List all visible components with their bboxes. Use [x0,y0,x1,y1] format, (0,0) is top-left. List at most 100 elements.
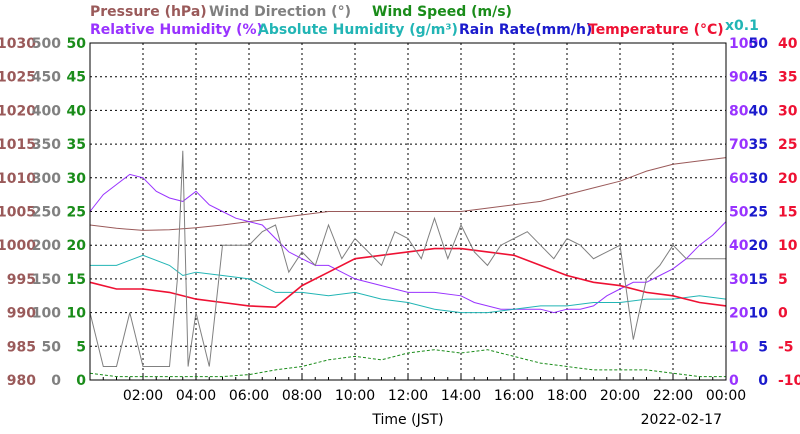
plot-frame [89,42,727,381]
wind-direction-tick-label: 200 [32,238,61,254]
pressure-tick-label: 980 [7,373,36,389]
x-tick-label: 18:00 [547,388,587,404]
rain-rate-tick-label: 10 [749,306,769,322]
rain-rate-tick-label: 35 [749,137,768,153]
temperature-tick-label: 15 [778,205,797,221]
relative-humidity-tick-label: 70 [729,137,749,153]
wind-direction-tick-label: 500 [32,36,61,52]
pressure-tick-label: 1015 [0,137,36,153]
wind-direction-tick-label: 150 [32,272,61,288]
temperature-tick-label: 25 [778,137,797,153]
x-tick-label: 04:00 [176,388,216,404]
temperature-tick-label: -10 [778,373,800,389]
x-tick-label: 00:00 [706,388,746,404]
legend-rain-rate: Rain Rate(mm/h) [459,22,592,38]
series [89,150,727,378]
rain-rate-tick-label: 15 [749,272,768,288]
wind-direction-tick-label: 100 [32,306,61,322]
wind-speed-tick-label: 35 [67,137,86,153]
temperature-tick-label: 5 [778,272,788,288]
pressure-tick-label: 990 [7,306,36,322]
wind-speed-tick-label: 15 [67,272,86,288]
x-tick-label: 06:00 [229,388,269,404]
pressure-tick-label: 995 [7,272,36,288]
axes: 02:00 04:00 06:00 08:00 10:00 12:00 14:00 16:00… [0,36,800,404]
pressure-tick-label: 1010 [0,171,36,187]
pressure-tick-label: 1025 [0,70,36,86]
temperature-tick-label: -5 [778,339,794,355]
rain-rate-tick-label: 5 [758,339,768,355]
pressure-tick-label: 1030 [0,36,36,52]
relative-humidity-tick-label: 30 [729,272,749,288]
relative-humidity-tick-label: 80 [729,103,749,119]
relative-humidity-tick-label: 40 [729,238,749,254]
absolute-humidity-scale-note: x0.1 [725,18,759,34]
series-line-wind-direction [89,150,726,367]
wind-speed-tick-label: 25 [67,205,86,221]
x-tick-label: 10:00 [335,388,375,404]
legend-relative-humidity: Relative Humidity (%) [90,22,263,38]
grid [90,43,726,380]
series-line-absolute-humidity [90,254,727,314]
wind-speed-tick-label: 10 [67,306,87,322]
legend: Pressure (hPa) Wind Direction (°) Wind S… [90,4,759,38]
pressure-tick-label: 985 [7,339,36,355]
legend-absolute-humidity: Absolute Humidity (g/m³) [258,22,458,38]
rain-rate-tick-label: 20 [749,238,769,254]
relative-humidity-tick-label: 90 [729,70,749,86]
x-axis-label: Time (JST) [371,412,443,428]
rain-rate-tick-label: 25 [749,205,768,221]
wind-speed-tick-label: 45 [67,70,86,86]
x-tick-label: 20:00 [600,388,640,404]
relative-humidity-tick-label: 60 [729,171,749,187]
pressure-tick-label: 1000 [0,238,36,254]
wind-direction-tick-label: 450 [32,70,61,86]
temperature-tick-label: 40 [778,36,798,52]
rain-rate-tick-label: 0 [758,373,768,389]
wind-speed-tick-label: 30 [67,171,87,187]
series-line-wind-speed [89,349,726,378]
temperature-tick-label: 20 [778,171,798,187]
wind-direction-tick-label: 300 [32,171,61,187]
temperature-tick-label: 30 [778,103,798,119]
wind-speed-tick-label: 20 [67,238,87,254]
x-tick-label: 16:00 [494,388,534,404]
rain-rate-tick-label: 40 [749,103,769,119]
series-line-relative-humidity [89,173,727,314]
x-tick-label: 22:00 [653,388,693,404]
relative-humidity-tick-label: 10 [729,339,749,355]
x-tick-label: 12:00 [388,388,428,404]
legend-pressure: Pressure (hPa) [90,4,207,20]
relative-humidity-tick-label: 100 [729,36,758,52]
temperature-tick-label: 0 [778,306,788,322]
pressure-tick-label: 1020 [0,103,36,119]
x-tick-label: 02:00 [123,388,163,404]
wind-direction-tick-label: 0 [51,373,61,389]
x-tick-label: 08:00 [282,388,322,404]
wind-speed-tick-label: 0 [76,373,86,389]
temperature-tick-label: 10 [778,238,798,254]
relative-humidity-tick-label: 50 [729,205,749,221]
relative-humidity-tick-label: 20 [729,306,749,322]
wind-direction-tick-label: 350 [32,137,61,153]
temperature-tick-label: 35 [778,70,797,86]
wind-speed-tick-label: 40 [67,103,87,119]
wind-direction-tick-label: 50 [42,339,62,355]
relative-humidity-tick-label: 0 [729,373,739,389]
wind-direction-tick-label: 250 [32,205,61,221]
series-line-temperature [89,247,727,309]
legend-wind-speed: Wind Speed (m/s) [372,4,512,20]
wind-speed-tick-label: 50 [67,36,87,52]
pressure-tick-label: 1005 [0,205,36,221]
legend-temperature: Temperature (°C) [588,22,724,38]
wind-direction-tick-label: 400 [32,103,61,119]
date-label: 2022-02-17 [641,412,722,428]
rain-rate-tick-label: 50 [749,36,769,52]
series-line-pressure [89,157,727,231]
rain-rate-tick-label: 45 [749,70,768,86]
rain-rate-tick-label: 30 [749,171,769,187]
x-tick-label: 14:00 [441,388,481,404]
legend-wind-direction: Wind Direction (°) [209,4,351,20]
wind-speed-tick-label: 5 [76,339,86,355]
